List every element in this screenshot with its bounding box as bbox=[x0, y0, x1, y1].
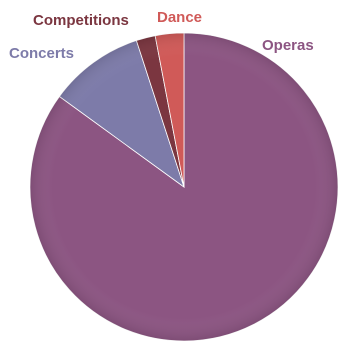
slices-layer bbox=[29, 32, 339, 342]
slice-label-operas: Operas bbox=[262, 37, 314, 54]
slice-label-competitions: Competitions bbox=[33, 12, 129, 29]
slice-label-dance: Dance bbox=[157, 9, 202, 26]
labels-layer: Operas Concerts Competitions Dance bbox=[9, 9, 314, 62]
slice-label-concerts: Concerts bbox=[9, 45, 74, 62]
